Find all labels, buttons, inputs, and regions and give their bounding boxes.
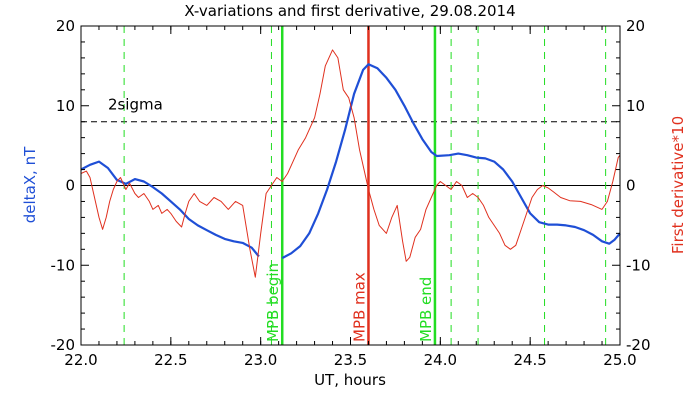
- vertical-marker-label: MPB begin: [264, 263, 282, 342]
- x-tick-label: 23.0: [244, 351, 277, 369]
- deltax-series-line: [281, 63, 621, 260]
- x-tick-label: 22.0: [64, 351, 97, 369]
- chart-title: X-variations and first derivative, 29.08…: [184, 2, 515, 20]
- y-axis-right-label: First derivative*10: [669, 116, 687, 254]
- x-tick-label: 24.5: [513, 351, 546, 369]
- y-left-tick-label: 20: [56, 17, 75, 35]
- vertical-marker-label: MPB max: [350, 272, 368, 342]
- x-tick-label: 22.5: [154, 351, 187, 369]
- x-tick-label: 24.0: [424, 351, 457, 369]
- y-right-tick-label: -10: [626, 256, 651, 274]
- y-left-tick-label: 10: [56, 97, 75, 115]
- y-axis-left-label: deltaX, nT: [21, 146, 39, 223]
- x-tick-label: 23.5: [334, 351, 367, 369]
- y-left-tick-label: -10: [51, 256, 76, 274]
- y-right-tick-label: -20: [626, 336, 651, 354]
- derivative-series-line: [80, 49, 621, 278]
- y-right-tick-label: 10: [626, 97, 645, 115]
- two-sigma-label: 2sigma: [108, 96, 163, 114]
- y-right-tick-label: 0: [626, 177, 636, 195]
- x-axis-label: UT, hours: [314, 371, 386, 389]
- y-right-tick-label: 20: [626, 17, 645, 35]
- y-left-tick-label: -20: [51, 336, 76, 354]
- x-tick-label: 25.0: [603, 351, 636, 369]
- deltax-series-line: [80, 160, 260, 258]
- vertical-marker-label: MPB end: [417, 277, 435, 342]
- y-left-tick-label: 0: [65, 177, 75, 195]
